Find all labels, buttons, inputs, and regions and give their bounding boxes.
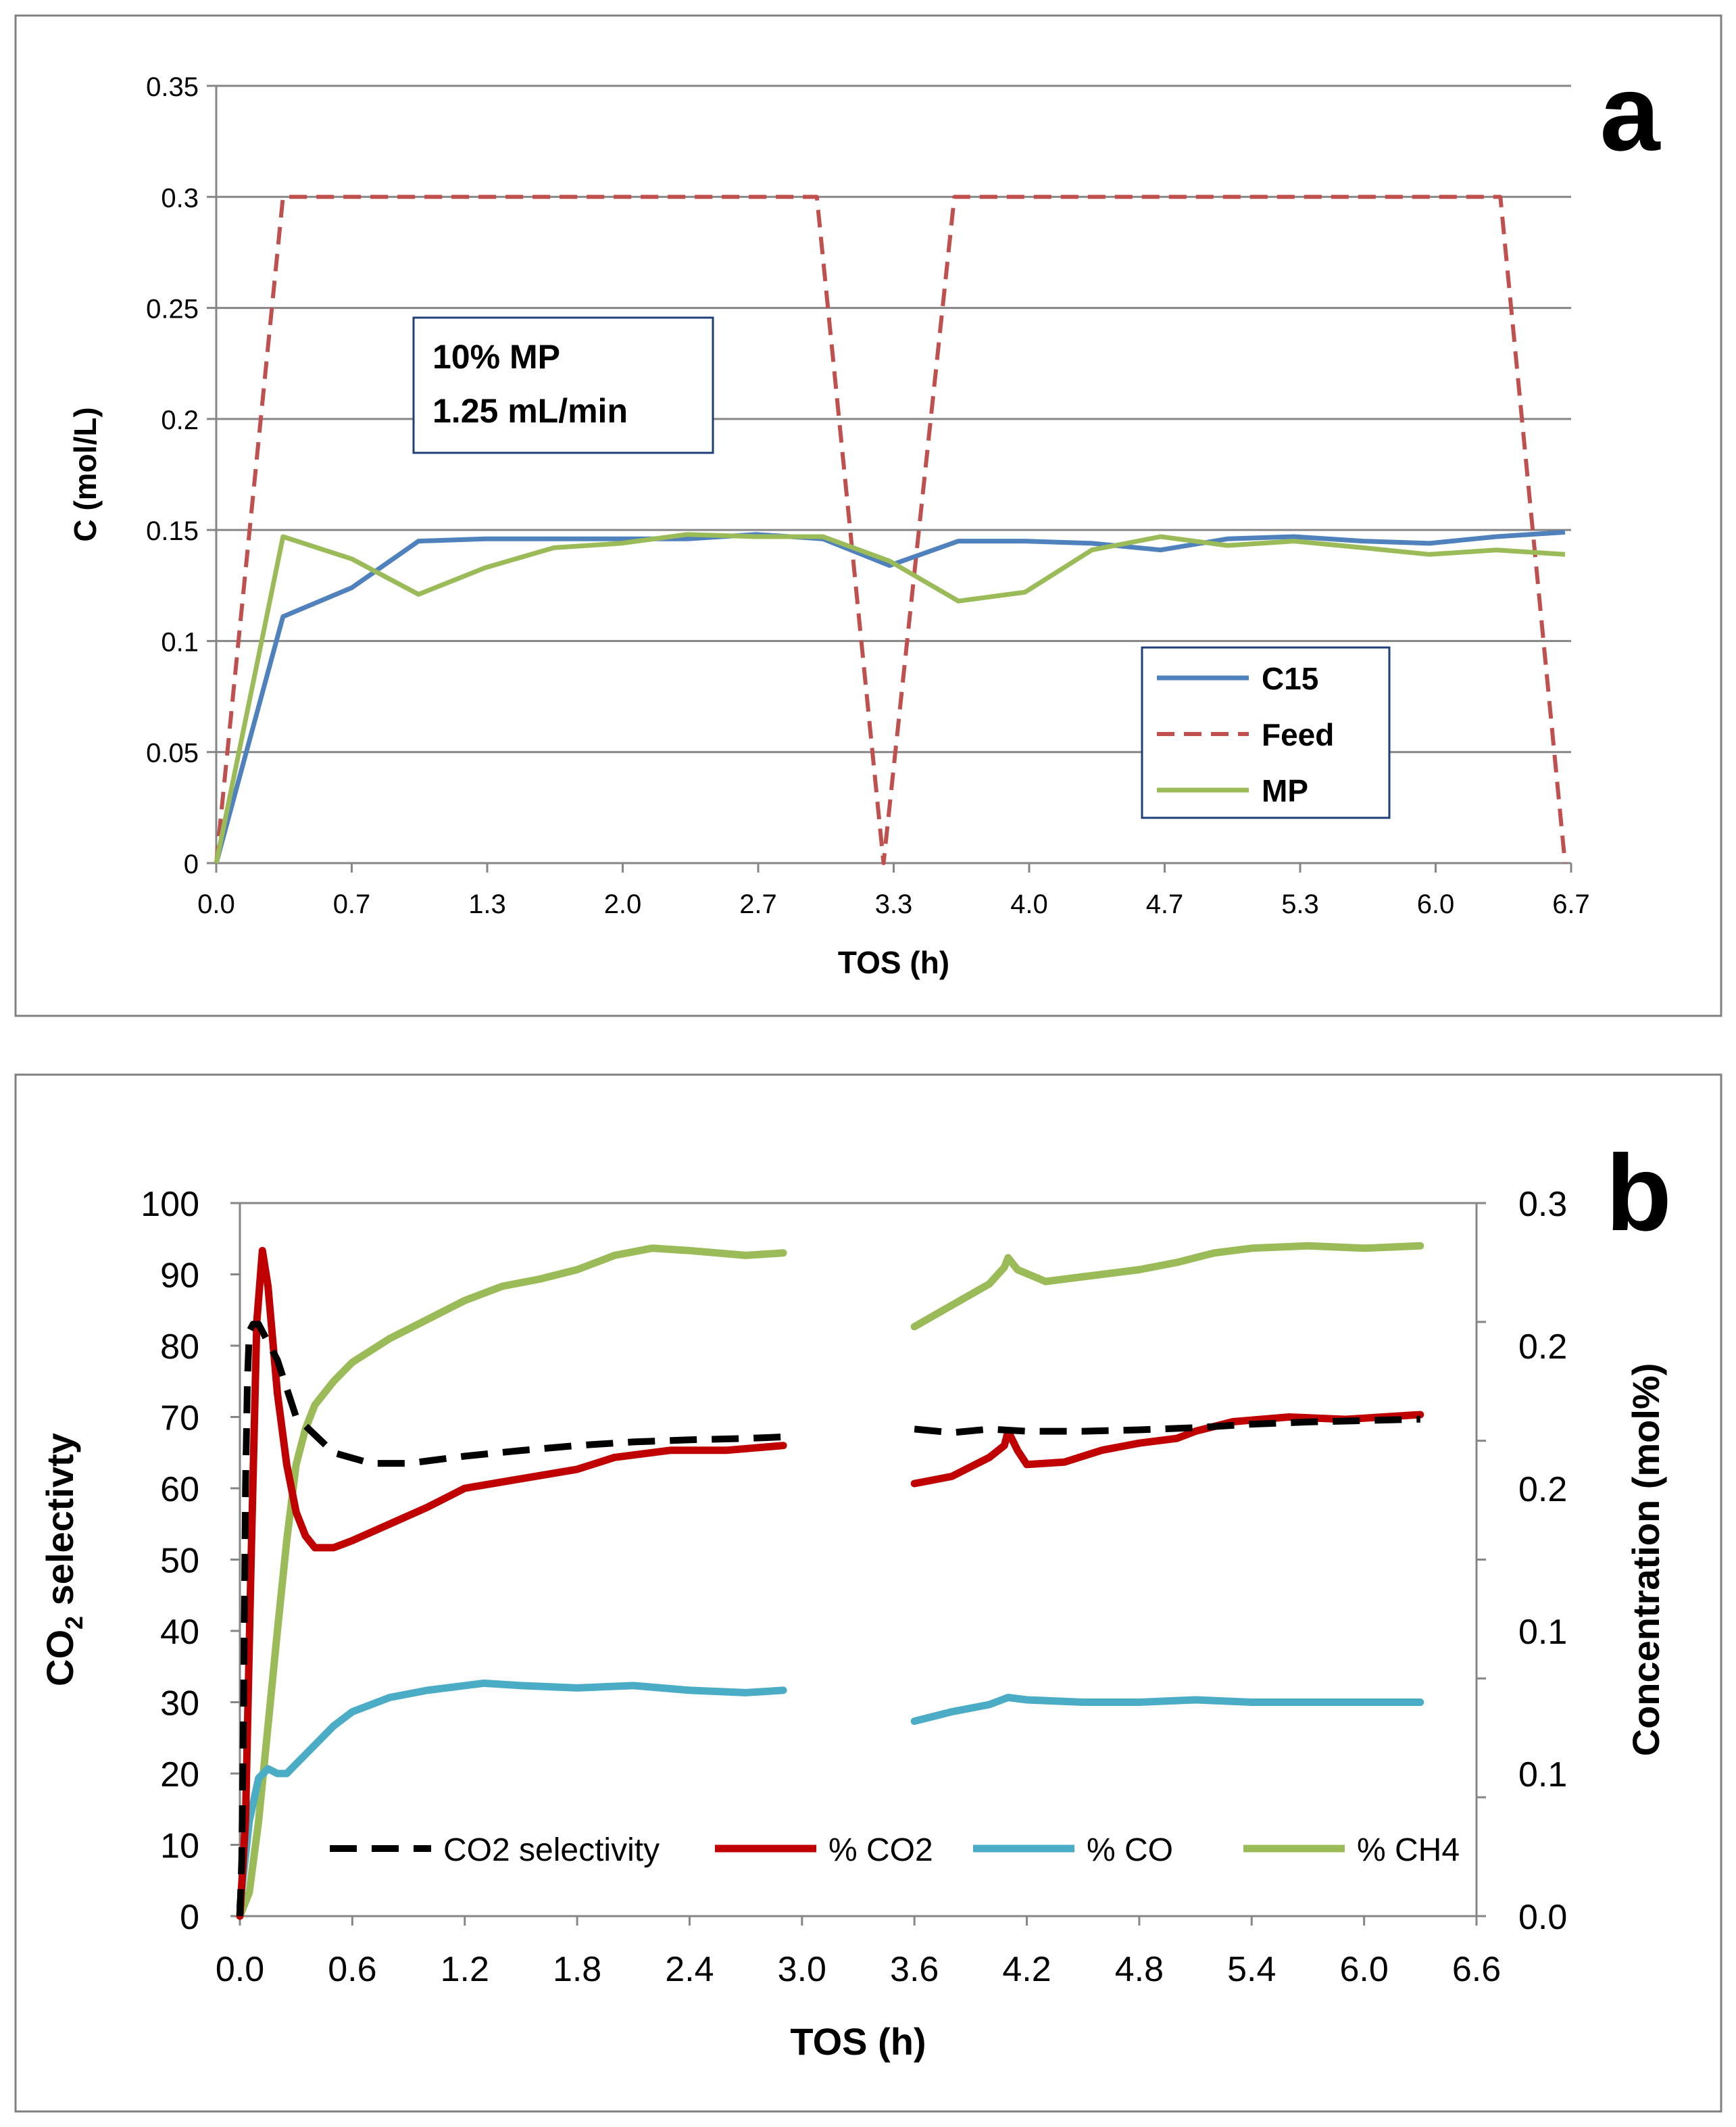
y2-tick-label: 0.1 <box>1518 1755 1567 1794</box>
x-tick-label: 3.0 <box>778 1950 826 1989</box>
panel-b-chart: 0 10 20 30 40 50 60 70 80 90 100 0.0 0.1 0.1 0.2 0.2 0.3… <box>39 1132 1672 2063</box>
y2-tick-label: 0.1 <box>1518 1613 1567 1652</box>
x-tick-label: 4.0 <box>1010 889 1048 919</box>
y-tick-label: 0.15 <box>146 516 199 546</box>
x-axis-title: TOS (h) <box>790 2020 926 2063</box>
legend-label: MP <box>1262 773 1308 808</box>
y2-axis-title: Concentration (mol%) <box>1625 1363 1667 1757</box>
x-tick-label: 0.7 <box>333 889 371 919</box>
y2-tick-label: 0.0 <box>1518 1898 1567 1937</box>
legend-label: C15 <box>1262 661 1318 696</box>
x-tick-label: 3.6 <box>890 1950 939 1989</box>
y-axis-title-subscript: 2 <box>60 1616 88 1630</box>
series-line-co2 <box>910 1411 1424 1488</box>
annotation-line: 1.25 mL/min <box>432 392 628 430</box>
panel-a-frame <box>14 14 1722 1017</box>
y-tick-label: 0 <box>180 1898 199 1937</box>
y-tick-label: 20 <box>160 1755 199 1794</box>
x-tick-label: 6.0 <box>1339 1950 1388 1989</box>
y-tick-label: 100 <box>141 1185 199 1224</box>
y2-tick-label: 0.2 <box>1518 1327 1567 1367</box>
series-line-co2 <box>236 1246 787 1920</box>
y-axis-title: C (mol/L) <box>68 407 103 541</box>
y2-tick-label: 0.3 <box>1518 1185 1567 1224</box>
y-tick-label: 40 <box>160 1613 199 1652</box>
x-tick-label: 5.4 <box>1227 1950 1276 1989</box>
series-line-co2-selectivity <box>237 1321 784 1917</box>
series-line-ch4 <box>236 1244 787 1920</box>
y-tick-label: 50 <box>160 1542 199 1581</box>
panel-b-frame <box>14 1073 1722 2113</box>
y-tick-label: 60 <box>160 1470 199 1509</box>
x-tick-label: 6.0 <box>1417 889 1455 919</box>
x-tick-label: 5.3 <box>1281 889 1319 919</box>
y-tick-label: 0.25 <box>146 295 199 324</box>
y-tick-label: 0.2 <box>161 406 199 435</box>
series-line-ch4 <box>910 1242 1424 1331</box>
x-tick-label: 1.2 <box>441 1950 489 1989</box>
annotation-line: 10% MP <box>432 338 560 376</box>
x-tick-label: 0.0 <box>216 1950 264 1989</box>
y-tick-label: 70 <box>160 1399 199 1438</box>
panel-label: b <box>1606 1132 1672 1253</box>
x-tick-label: 4.7 <box>1146 889 1184 919</box>
y-axis-title: CO2 selectivty <box>39 1433 88 1686</box>
series-line-feed <box>214 195 1567 865</box>
y-tick-label: 0 <box>184 850 199 879</box>
x-tick-label: 1.8 <box>553 1950 601 1989</box>
x-tick-label: 4.8 <box>1115 1950 1164 1989</box>
x-tick-label: 1.3 <box>468 889 506 919</box>
x-axis-title: TOS (h) <box>838 945 949 980</box>
x-tick-label: 6.7 <box>1552 889 1590 919</box>
legend-label: CO2 selectivity <box>443 1832 660 1868</box>
x-tick-label: 3.3 <box>875 889 913 919</box>
series-line-co <box>236 1679 787 1911</box>
panel-a-chart: 0 0.05 0.1 0.15 0.2 0.25 0.3 0.35 0.0 0.7 1.3 2.0 2.… <box>68 52 1661 980</box>
x-tick-label: 2.4 <box>665 1950 714 1989</box>
y-axis-title-main: CO <box>39 1630 81 1686</box>
legend-label: % CH4 <box>1357 1832 1460 1868</box>
y-tick-label: 0.05 <box>146 739 199 768</box>
legend-label: % CO2 <box>828 1832 933 1868</box>
x-tick-label: 2.7 <box>739 889 777 919</box>
y-tick-label: 0.1 <box>161 627 199 657</box>
y-tick-label: 30 <box>160 1684 199 1723</box>
x-tick-label: 2.0 <box>604 889 642 919</box>
panel-label: a <box>1600 52 1661 173</box>
legend-label: Feed <box>1262 717 1334 752</box>
series-line-c15 <box>214 529 1566 864</box>
series-line-co2-selectivity <box>914 1415 1420 1436</box>
y-axis-title-rest: selectivty <box>39 1433 81 1616</box>
y-tick-label: 0.35 <box>146 72 199 102</box>
series-line-co <box>910 1694 1424 1726</box>
y-tick-label: 0.3 <box>161 183 199 213</box>
x-tick-label: 4.2 <box>1002 1950 1051 1989</box>
y-tick-label: 90 <box>160 1256 199 1296</box>
x-tick-label: 0.6 <box>328 1950 376 1989</box>
annotation-box <box>412 316 714 454</box>
legend-label: % CO <box>1087 1832 1173 1868</box>
x-tick-label: 0.0 <box>197 889 235 919</box>
x-tick-label: 6.6 <box>1452 1950 1501 1989</box>
series-line-mp <box>214 532 1566 864</box>
y-tick-label: 10 <box>160 1827 199 1866</box>
y-tick-label: 80 <box>160 1327 199 1367</box>
y2-tick-label: 0.2 <box>1518 1470 1567 1509</box>
